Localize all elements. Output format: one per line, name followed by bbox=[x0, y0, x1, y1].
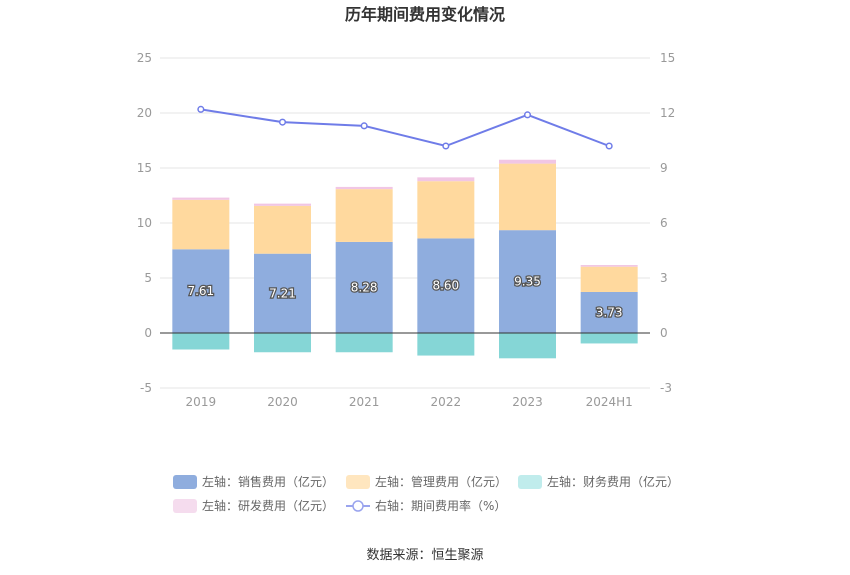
left-axis: -5 0 5 10 15 20 25 bbox=[137, 51, 152, 395]
sales-bar bbox=[580, 291, 638, 333]
left-tick-label: 10 bbox=[137, 216, 152, 230]
legend-item-finance: 左轴：财务费用（亿元） bbox=[518, 474, 679, 489]
rate-point bbox=[278, 118, 287, 126]
grid bbox=[160, 57, 650, 389]
right-tick-label: 12 bbox=[660, 106, 675, 120]
admin-bar bbox=[417, 181, 475, 239]
chart-title: 历年期间费用变化情况 bbox=[345, 5, 505, 24]
rd-bar bbox=[499, 159, 556, 164]
sales-legend-swatch bbox=[173, 475, 197, 489]
rate-point bbox=[360, 122, 368, 130]
right-tick-label: -3 bbox=[660, 381, 672, 395]
finance-bar bbox=[580, 333, 638, 344]
left-tick-label: 0 bbox=[144, 326, 152, 340]
rate-point bbox=[442, 142, 450, 150]
sales-value-label: 8.60 bbox=[432, 279, 459, 293]
right-tick-label: 3 bbox=[660, 271, 668, 285]
sales-bar bbox=[499, 230, 556, 333]
x-axis: 2019 2020 2021 2022 2023 2024H1 bbox=[186, 395, 633, 409]
left-tick-label: -5 bbox=[140, 381, 152, 395]
finance-bar bbox=[417, 333, 475, 356]
bars bbox=[172, 159, 638, 359]
finance-bar bbox=[335, 333, 393, 353]
x-tick-label: 2019 bbox=[186, 395, 217, 409]
rd-bar bbox=[172, 197, 230, 200]
sales-value-label: 8.28 bbox=[351, 280, 378, 294]
legend-item-rate: 右轴：期间费用率（%） bbox=[346, 498, 506, 513]
x-tick-label: 2021 bbox=[349, 395, 380, 409]
sales-bar bbox=[417, 238, 475, 333]
legend-item-sales: 左轴：销售费用（亿元） bbox=[173, 474, 334, 489]
x-tick-label: 2024H1 bbox=[586, 395, 633, 409]
sales-bar bbox=[172, 249, 230, 333]
source-note: 数据来源：恒生聚源 bbox=[366, 548, 483, 563]
finance-legend-swatch bbox=[518, 475, 542, 489]
left-tick-label: 15 bbox=[137, 161, 152, 175]
right-axis: -3 0 3 6 9 12 15 bbox=[660, 51, 675, 395]
admin-bar bbox=[335, 189, 393, 242]
x-tick-label: 2020 bbox=[267, 395, 298, 409]
bar-labels: 7.61 7.21 8.28 8.60 9.35 3.73 bbox=[186, 273, 624, 320]
rate-legend-marker bbox=[352, 500, 364, 512]
admin-bar bbox=[580, 266, 638, 292]
legend-label: 左轴：研发费用（亿元） bbox=[202, 498, 334, 513]
admin-bar bbox=[172, 199, 230, 250]
finance-bar bbox=[172, 333, 230, 350]
legend-label: 左轴：财务费用（亿元） bbox=[547, 474, 679, 489]
finance-bar bbox=[254, 333, 311, 353]
admin-bar bbox=[254, 205, 311, 254]
rate-point bbox=[523, 111, 532, 119]
rd-legend-swatch bbox=[173, 499, 197, 513]
left-tick-label: 25 bbox=[137, 51, 152, 65]
x-tick-label: 2022 bbox=[431, 395, 462, 409]
legend: 左轴：销售费用（亿元） 左轴：管理费用（亿元） 左轴：财务费用（亿元） 左轴：研发费用… bbox=[173, 474, 679, 513]
x-tick-label: 2023 bbox=[512, 395, 543, 409]
legend-label: 左轴：销售费用（亿元） bbox=[202, 474, 334, 489]
rate-line-path bbox=[200, 108, 610, 148]
rd-bar bbox=[335, 186, 393, 190]
legend-item-admin: 左轴：管理费用（亿元） bbox=[346, 474, 507, 489]
sales-bar bbox=[254, 253, 311, 333]
rd-bar bbox=[580, 265, 638, 267]
rate-point bbox=[197, 105, 205, 113]
right-tick-label: 6 bbox=[660, 216, 668, 230]
right-tick-label: 0 bbox=[660, 326, 668, 340]
legend-label: 右轴：期间费用率（%） bbox=[375, 498, 506, 513]
sales-value-label: 7.61 bbox=[187, 284, 214, 298]
left-tick-label: 5 bbox=[144, 271, 152, 285]
sales-value-label: 7.21 bbox=[269, 286, 296, 300]
rd-bar bbox=[417, 177, 475, 182]
rd-bar bbox=[254, 203, 311, 206]
sales-value-label: 9.35 bbox=[514, 275, 541, 289]
legend-label: 左轴：管理费用（亿元） bbox=[375, 474, 507, 489]
left-tick-label: 20 bbox=[137, 106, 152, 120]
admin-bar bbox=[499, 163, 556, 231]
rate-point bbox=[605, 142, 613, 150]
sales-value-label: 3.73 bbox=[596, 305, 623, 319]
right-tick-label: 9 bbox=[660, 161, 668, 175]
admin-legend-swatch bbox=[346, 475, 370, 489]
finance-bar bbox=[499, 333, 556, 359]
rate-line bbox=[197, 105, 613, 150]
legend-item-rd: 左轴：研发费用（亿元） bbox=[173, 498, 334, 513]
sales-bar bbox=[335, 241, 393, 333]
right-tick-label: 15 bbox=[660, 51, 675, 65]
